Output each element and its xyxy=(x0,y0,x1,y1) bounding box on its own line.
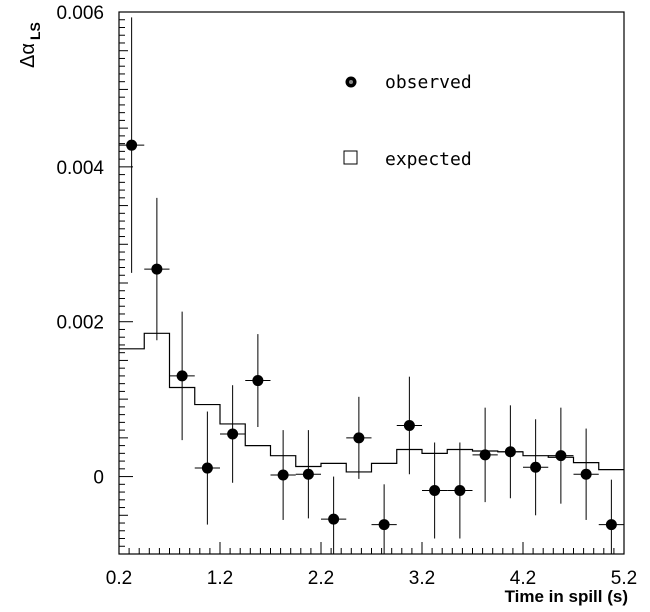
y-axis-label-subscript: LS xyxy=(27,22,43,40)
observed-marker xyxy=(580,468,592,480)
observed-point xyxy=(422,442,448,539)
observed-marker xyxy=(429,485,441,497)
x-tick-label: 0.2 xyxy=(106,568,132,589)
observed-point xyxy=(245,334,271,428)
x-tick-label: 3.2 xyxy=(409,568,435,589)
observed-marker xyxy=(403,419,415,431)
observed-point xyxy=(119,17,145,273)
observed-point xyxy=(472,407,498,503)
legend-expected-label: expected xyxy=(385,149,472,170)
observed-points-layer xyxy=(119,17,624,554)
observed-marker xyxy=(555,450,567,462)
plot-frame xyxy=(118,11,625,555)
x-tick-label: 5.2 xyxy=(611,568,637,589)
observed-point xyxy=(447,442,473,539)
observed-marker xyxy=(378,519,390,531)
observed-marker xyxy=(227,428,239,440)
observed-marker xyxy=(151,263,163,275)
y-tick-label: 0 xyxy=(93,468,104,489)
legend: observed expected xyxy=(343,72,472,170)
observed-point xyxy=(548,407,574,504)
observed-marker xyxy=(201,462,213,474)
observed-marker xyxy=(328,513,340,525)
observed-point xyxy=(523,419,549,516)
x-tick-label: 1.2 xyxy=(207,568,233,589)
observed-point xyxy=(371,484,397,554)
observed-point xyxy=(270,430,296,520)
observed-point xyxy=(220,385,246,483)
axis-ticks-layer: 0.2 1.2 2.2 3.2 4.2 5.2 0 0.002 0.004 0.006 xyxy=(56,3,637,589)
x-axis-label: Time in spill (s) xyxy=(505,587,628,606)
observed-marker xyxy=(479,449,491,461)
y-tick-label: 0.004 xyxy=(56,158,104,179)
observed-point xyxy=(598,479,624,554)
observed-marker xyxy=(126,139,138,151)
y-tick-label: 0.002 xyxy=(56,313,104,334)
observed-marker xyxy=(302,468,314,480)
observed-marker xyxy=(454,485,466,497)
observed-marker xyxy=(605,519,617,531)
observed-point xyxy=(396,376,422,475)
observed-marker xyxy=(353,432,365,444)
observed-point xyxy=(144,197,170,341)
x-tick-label: 4.2 xyxy=(510,568,536,589)
y-tick-label: 0.006 xyxy=(56,3,104,24)
observed-point xyxy=(573,428,599,520)
observed-marker xyxy=(530,461,542,473)
observed-marker xyxy=(277,469,289,481)
observed-point xyxy=(194,411,220,525)
observed-marker xyxy=(252,375,264,387)
observed-point xyxy=(295,430,321,519)
expected-histogram-layer xyxy=(119,332,624,473)
observed-marker xyxy=(176,370,188,382)
observed-point xyxy=(169,311,195,441)
legend-observed-marker xyxy=(345,76,357,88)
legend-expected-marker xyxy=(343,150,358,165)
y-axis-label-main: Δα xyxy=(17,43,39,68)
plot-frame-layer xyxy=(118,11,625,555)
expected-histogram-line xyxy=(119,332,624,473)
legend-observed-label: observed xyxy=(385,72,472,93)
observed-point xyxy=(346,396,372,479)
y-axis-label: Δα LS xyxy=(17,22,43,68)
observed-marker xyxy=(504,446,516,458)
observed-point xyxy=(497,405,523,499)
observed-point xyxy=(321,476,347,554)
x-tick-label: 2.2 xyxy=(308,568,334,589)
